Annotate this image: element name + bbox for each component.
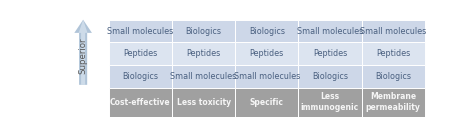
Bar	[362, 88, 425, 117]
Bar	[362, 65, 425, 88]
Bar	[362, 42, 425, 65]
Bar	[299, 42, 362, 65]
Bar	[172, 42, 235, 65]
Text: Peptides: Peptides	[186, 49, 221, 58]
Text: Peptides: Peptides	[376, 49, 410, 58]
Text: Small molecules: Small molecules	[171, 72, 237, 81]
Polygon shape	[74, 20, 92, 85]
Text: Less
immunogenic: Less immunogenic	[301, 92, 359, 112]
Text: Biologics: Biologics	[186, 27, 222, 36]
Text: Biologics: Biologics	[312, 72, 348, 81]
Polygon shape	[79, 20, 88, 85]
Text: Specific: Specific	[250, 98, 284, 107]
Text: Peptides: Peptides	[250, 49, 284, 58]
Text: Biologics: Biologics	[375, 72, 411, 81]
Text: Peptides: Peptides	[313, 49, 347, 58]
Text: Peptides: Peptides	[123, 49, 157, 58]
Bar	[299, 88, 362, 117]
Bar	[299, 65, 362, 88]
Bar	[109, 88, 172, 117]
Text: Small molecules: Small molecules	[297, 27, 363, 36]
Text: Small molecules: Small molecules	[107, 27, 173, 36]
Bar	[172, 88, 235, 117]
Text: Cost-effective: Cost-effective	[110, 98, 171, 107]
Text: Small molecules: Small molecules	[234, 72, 300, 81]
Text: Membrane
permeability: Membrane permeability	[366, 92, 420, 112]
Bar	[235, 88, 299, 117]
Text: Biologics: Biologics	[122, 72, 158, 81]
Bar	[299, 20, 362, 42]
Bar	[109, 20, 172, 42]
Bar	[109, 42, 172, 65]
Bar	[172, 20, 235, 42]
Text: Small molecules: Small molecules	[360, 27, 426, 36]
Text: Superior: Superior	[79, 37, 88, 74]
Bar	[172, 65, 235, 88]
Bar	[109, 65, 172, 88]
Text: Less toxicity: Less toxicity	[176, 98, 231, 107]
Text: Biologics: Biologics	[249, 27, 285, 36]
Bar	[235, 65, 299, 88]
Bar	[362, 20, 425, 42]
Bar	[235, 42, 299, 65]
Bar	[235, 20, 299, 42]
